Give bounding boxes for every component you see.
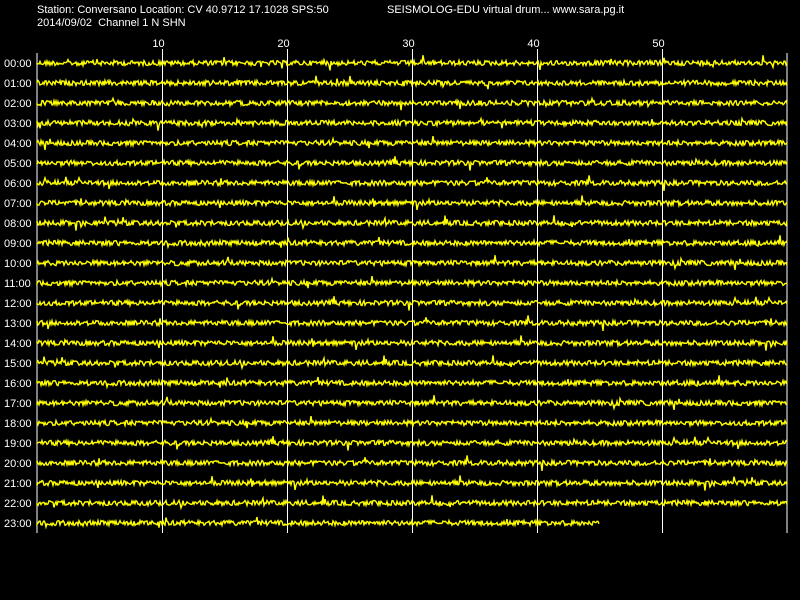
trace-1300 bbox=[36, 315, 788, 331]
x-tick-label: 20 bbox=[277, 38, 289, 50]
hour-label: 01:00 bbox=[4, 78, 32, 90]
hour-label: 18:00 bbox=[4, 418, 32, 430]
trace-1100 bbox=[36, 275, 788, 289]
trace-2200 bbox=[36, 495, 788, 511]
trace-1600 bbox=[36, 375, 788, 390]
hour-label: 08:00 bbox=[4, 218, 32, 230]
trace-2100 bbox=[36, 475, 788, 491]
date-channel-info: 2014/09/02 Channel 1 N SHN bbox=[37, 17, 186, 29]
hour-label: 15:00 bbox=[4, 358, 32, 370]
x-tick-labels: 10 20 30 40 50 bbox=[152, 38, 665, 53]
hour-label: 21:00 bbox=[4, 478, 32, 490]
trace-0200 bbox=[36, 95, 788, 111]
hour-label: 06:00 bbox=[4, 178, 32, 190]
hour-label: 00:00 bbox=[4, 58, 32, 70]
hour-label: 04:00 bbox=[4, 138, 32, 150]
hour-label: 19:00 bbox=[4, 438, 32, 450]
trace-1200 bbox=[36, 295, 788, 311]
trace-1000 bbox=[36, 255, 788, 271]
trace-0300 bbox=[36, 115, 788, 131]
hour-label: 22:00 bbox=[4, 498, 32, 510]
trace-group bbox=[36, 55, 788, 530]
hour-label: 10:00 bbox=[4, 258, 32, 270]
trace-0800 bbox=[36, 215, 788, 231]
trace-2300 bbox=[36, 516, 600, 530]
trace-0900 bbox=[36, 235, 788, 250]
hour-label: 07:00 bbox=[4, 198, 32, 210]
trace-1400 bbox=[36, 335, 788, 351]
trace-0100 bbox=[36, 75, 788, 90]
hour-label: 13:00 bbox=[4, 318, 32, 330]
hour-label: 23:00 bbox=[4, 518, 32, 530]
trace-0400 bbox=[36, 135, 788, 151]
x-tick-label: 40 bbox=[527, 38, 539, 50]
x-tick-label: 50 bbox=[652, 38, 664, 50]
hour-label: 03:00 bbox=[4, 118, 32, 130]
trace-1800 bbox=[36, 415, 788, 429]
grid-lines bbox=[36, 53, 788, 533]
x-tick-label: 10 bbox=[152, 38, 164, 50]
trace-0000 bbox=[36, 55, 788, 71]
hour-labels: 00:00 01:00 02:00 03:00 04:00 05:00 06:00 07:00… bbox=[4, 58, 32, 530]
station-info: Station: Conversano Location: CV 40.9712… bbox=[37, 4, 329, 16]
x-tick-label: 30 bbox=[402, 38, 414, 50]
trace-1700 bbox=[36, 395, 788, 411]
trace-0600 bbox=[36, 175, 788, 191]
trace-0700 bbox=[36, 195, 788, 211]
hour-label: 11:00 bbox=[4, 278, 31, 290]
hour-label: 09:00 bbox=[4, 238, 32, 250]
hour-label: 05:00 bbox=[4, 158, 32, 170]
software-credit: SEISMOLOG-EDU virtual drum... www.sara.p… bbox=[387, 4, 625, 16]
trace-1900 bbox=[36, 435, 788, 451]
hour-label: 14:00 bbox=[4, 338, 32, 350]
hour-label: 12:00 bbox=[4, 298, 32, 310]
hour-label: 16:00 bbox=[4, 378, 32, 390]
trace-2000 bbox=[36, 455, 788, 471]
trace-0500 bbox=[36, 156, 788, 171]
hour-label: 02:00 bbox=[4, 98, 32, 110]
hour-label: 17:00 bbox=[4, 398, 32, 410]
trace-1500 bbox=[36, 355, 788, 371]
hour-label: 20:00 bbox=[4, 458, 32, 470]
